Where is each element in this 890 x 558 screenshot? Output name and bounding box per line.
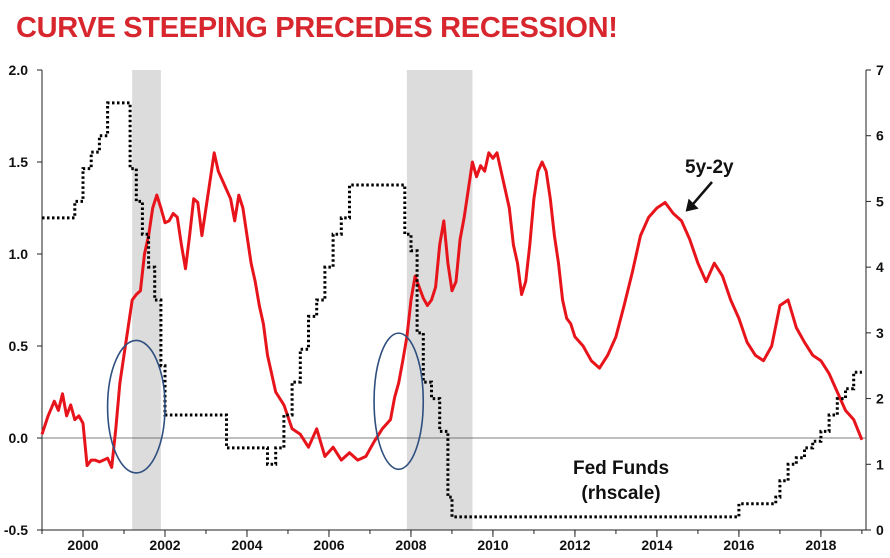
x-tick-label: 2016 (723, 537, 754, 553)
highlight-ellipse-1 (106, 339, 166, 474)
series-lines (40, 101, 864, 519)
arrow-head (685, 198, 699, 212)
x-tick-label: 2010 (477, 537, 508, 553)
y2-tick-label: 7 (876, 62, 884, 78)
y2-tick-label: 1 (876, 456, 884, 472)
y2-tick-label: 6 (876, 128, 884, 144)
y2-tick-label: 2 (876, 391, 884, 407)
x-tick-label: 2014 (641, 537, 672, 553)
y2-tick-label: 3 (876, 325, 884, 341)
x-tick-label: 2002 (149, 537, 180, 553)
y-tick-label: 1.0 (9, 246, 29, 262)
x-tick-label: 2008 (395, 537, 426, 553)
series-label-fed-funds: Fed Funds (573, 458, 669, 479)
y-tick-label: 0.5 (9, 338, 29, 354)
highlight-ellipse-2 (373, 332, 425, 471)
y-tick-label: -0.5 (4, 522, 28, 538)
series-label-5y-2y: 5y-2y (685, 157, 734, 178)
arrow-shaft (690, 181, 713, 207)
y2-tick-label: 0 (876, 522, 884, 538)
annotations: 5y-2y Fed Funds (rhscale) (573, 157, 734, 504)
y2-tick-label: 5 (876, 193, 884, 209)
series-label-rhscale: (rhscale) (581, 483, 660, 504)
y2-tick-label: 4 (876, 259, 884, 275)
x-tick-label: 2006 (313, 537, 344, 553)
fed-funds-line (42, 101, 862, 519)
chart-title: CURVE STEEPING PRECEDES RECESSION! (16, 12, 618, 44)
highlight-ellipses (106, 332, 425, 474)
plot-frame (41, 70, 867, 531)
x-tick-label: 2018 (805, 537, 836, 553)
recession-bands (132, 70, 473, 530)
x-tick-label: 2000 (67, 537, 98, 553)
x-tick-label: 2012 (559, 537, 590, 553)
y-tick-label: 0.0 (9, 430, 29, 446)
x-tick-label: 2004 (231, 537, 262, 553)
axis-ticks: -0.5 0.0 0.5 1.0 1.5 2.0 0 1 2 3 4 5 6 7 2000 2002 2004 2… (4, 62, 884, 553)
y-tick-label: 2.0 (9, 62, 29, 78)
y-tick-label: 1.5 (9, 154, 29, 170)
